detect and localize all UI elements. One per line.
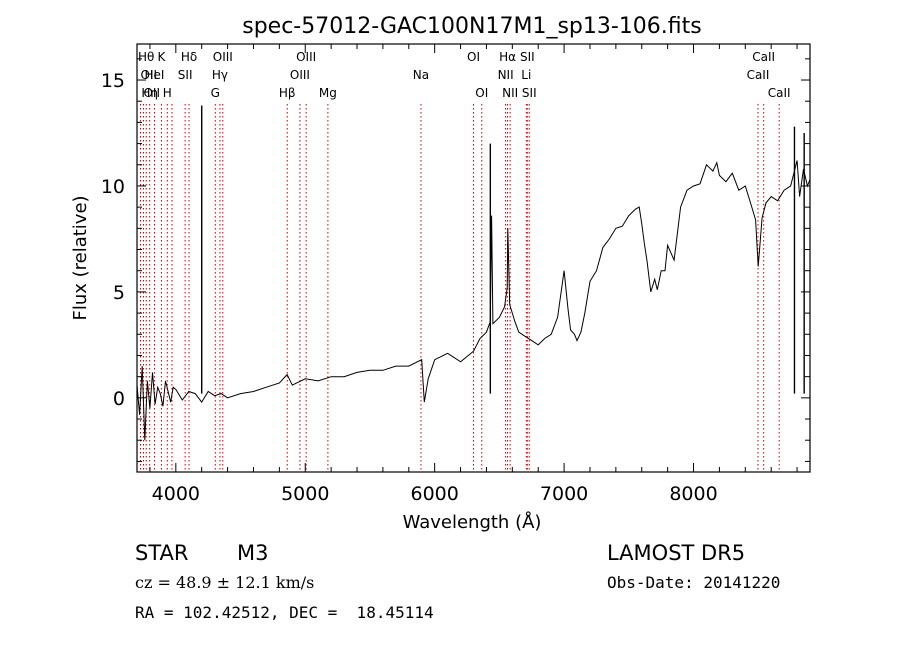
line-marker-label: Li [521, 68, 531, 82]
object-class: STAR [135, 541, 189, 565]
line-marker-label: G [211, 86, 220, 100]
y-axis-label: Flux (relative) [70, 195, 91, 320]
y-tick-label: 5 [113, 282, 125, 304]
redshift-velocity: cz = 48.9 ± 12.1 km/s [135, 573, 315, 592]
x-axis-label: Wavelength (Å) [403, 511, 542, 533]
line-marker-label: OI [475, 86, 488, 100]
spectrum-series [136, 105, 811, 441]
line-marker-label: SII [522, 86, 537, 100]
line-marker-label: CaII [768, 86, 791, 100]
spectral-line-markers: OII OII Hθ Hη HeI K H SII Hδ G Hγ OIII Hβ OIII OIII Mg N… [138, 50, 791, 472]
y-tick-label: 0 [113, 388, 125, 410]
x-tick-label: 5000 [281, 483, 329, 505]
line-marker-label: NII [498, 68, 514, 82]
line-marker-label: OII [140, 68, 157, 82]
x-tick-label: 8000 [669, 483, 717, 505]
line-marker-label: SII [178, 68, 193, 82]
line-marker-label: CaII [752, 50, 775, 64]
y-tick-label: 15 [101, 70, 125, 92]
x-tick-label: 6000 [410, 483, 458, 505]
line-marker-label: Hδ [181, 50, 197, 64]
line-marker-label: NII [502, 86, 518, 100]
line-marker-label: OII [143, 86, 160, 100]
line-marker-label: K [158, 50, 167, 64]
line-marker-label: OIII [296, 50, 316, 64]
axes: 4000 5000 6000 7000 8000 0 5 10 15 [101, 44, 810, 505]
object-subclass: M3 [237, 541, 269, 565]
x-tick-label: 4000 [152, 483, 200, 505]
line-marker-label: Hα [499, 50, 516, 64]
line-marker-label: Mg [319, 86, 337, 100]
ra-dec-coordinates: RA = 102.42512, DEC = 18.45114 [135, 603, 434, 622]
line-marker-label: Na [413, 68, 429, 82]
line-marker-label: H [163, 86, 172, 100]
line-marker-label: OIII [213, 50, 233, 64]
chart-title: spec-57012-GAC100N17M1_sp13-106.fits [242, 14, 702, 39]
line-marker-label: Hθ [138, 50, 154, 64]
line-marker-label: Hβ [279, 86, 296, 100]
line-marker-label: OIII [290, 68, 310, 82]
line-marker-label: SII [520, 50, 535, 64]
observation-date: Obs-Date: 20141220 [607, 573, 781, 592]
line-marker-label: CaII [747, 68, 770, 82]
line-marker-label: OI [467, 50, 480, 64]
plot-frame [136, 43, 811, 473]
line-marker-label: Hγ [212, 68, 228, 82]
y-tick-label: 10 [101, 176, 125, 198]
survey-name: LAMOST DR5 [607, 541, 746, 565]
spectrum-line [136, 160, 811, 441]
line-marker-label: HeI [144, 68, 164, 82]
x-tick-label: 7000 [540, 483, 588, 505]
line-marker-label: Hη [141, 86, 158, 100]
